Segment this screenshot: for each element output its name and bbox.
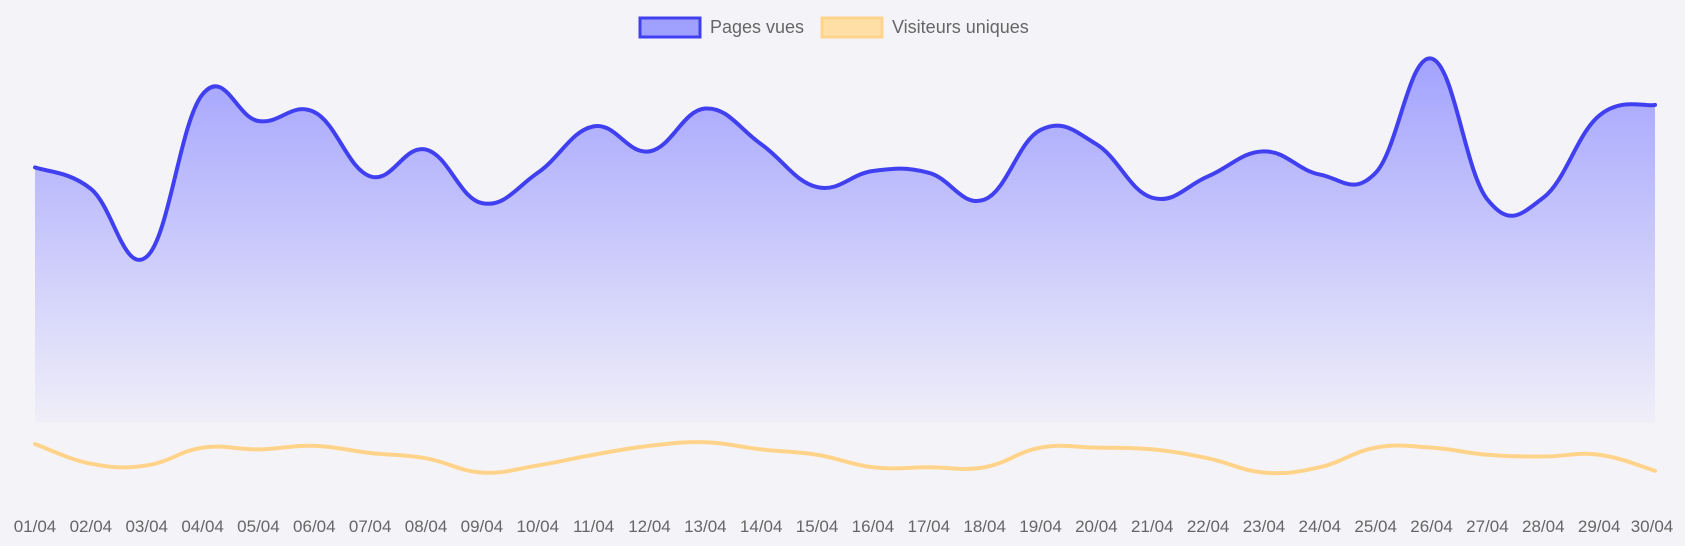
x-tick-label: 05/04 [237, 517, 280, 536]
x-tick-label: 27/04 [1466, 517, 1509, 536]
x-tick-label: 23/04 [1243, 517, 1286, 536]
x-tick-label: 03/04 [125, 517, 168, 536]
x-tick-label: 29/04 [1578, 517, 1621, 536]
x-tick-label: 21/04 [1131, 517, 1174, 536]
x-tick-label: 04/04 [181, 517, 224, 536]
x-tick-label: 06/04 [293, 517, 336, 536]
x-tick-label: 25/04 [1354, 517, 1397, 536]
x-tick-label: 14/04 [740, 517, 783, 536]
area-layer [35, 58, 1655, 423]
x-tick-label: 13/04 [684, 517, 727, 536]
line-layer [33, 56, 1657, 476]
x-tick-label: 17/04 [908, 517, 951, 536]
legend-item-pages-vues[interactable]: Pages vues [638, 16, 804, 39]
x-tick-label: 01/04 [14, 517, 57, 536]
legend[interactable]: Pages vues Visiteurs uniques [638, 16, 1029, 39]
x-tick-label: 09/04 [461, 517, 504, 536]
x-tick-label: 08/04 [405, 517, 448, 536]
x-tick-label: 07/04 [349, 517, 392, 536]
x-tick-label: 22/04 [1187, 517, 1230, 536]
series-line-pages-vues[interactable] [33, 56, 1657, 262]
legend-swatch [638, 16, 702, 39]
x-tick-label: 12/04 [628, 517, 671, 536]
series-line-visiteurs-uniques[interactable] [33, 440, 1657, 476]
x-tick-label: 24/04 [1299, 517, 1342, 536]
x-tick-label: 11/04 [573, 517, 614, 536]
x-tick-label: 30/04 [1631, 517, 1674, 536]
x-tick-label: 18/04 [963, 517, 1006, 536]
x-tick-label: 28/04 [1522, 517, 1565, 536]
x-tick-label: 20/04 [1075, 517, 1118, 536]
legend-swatch [820, 16, 884, 39]
series-area-pages-vues [35, 58, 1655, 423]
x-tick-label: 26/04 [1410, 517, 1453, 536]
x-tick-label: 16/04 [852, 517, 895, 536]
legend-label: Pages vues [710, 17, 804, 37]
legend-label: Visiteurs uniques [892, 17, 1029, 37]
legend-item-visiteurs-uniques[interactable]: Visiteurs uniques [820, 16, 1029, 39]
x-tick-label: 19/04 [1019, 517, 1062, 536]
x-tick-label: 02/04 [70, 517, 113, 536]
x-axis: 01/04 02/04 03/04 04/04 05/04 06/04 07/04 08/04… [14, 517, 1674, 536]
x-tick-label: 10/04 [516, 517, 559, 536]
x-tick-label: 15/04 [796, 517, 839, 536]
